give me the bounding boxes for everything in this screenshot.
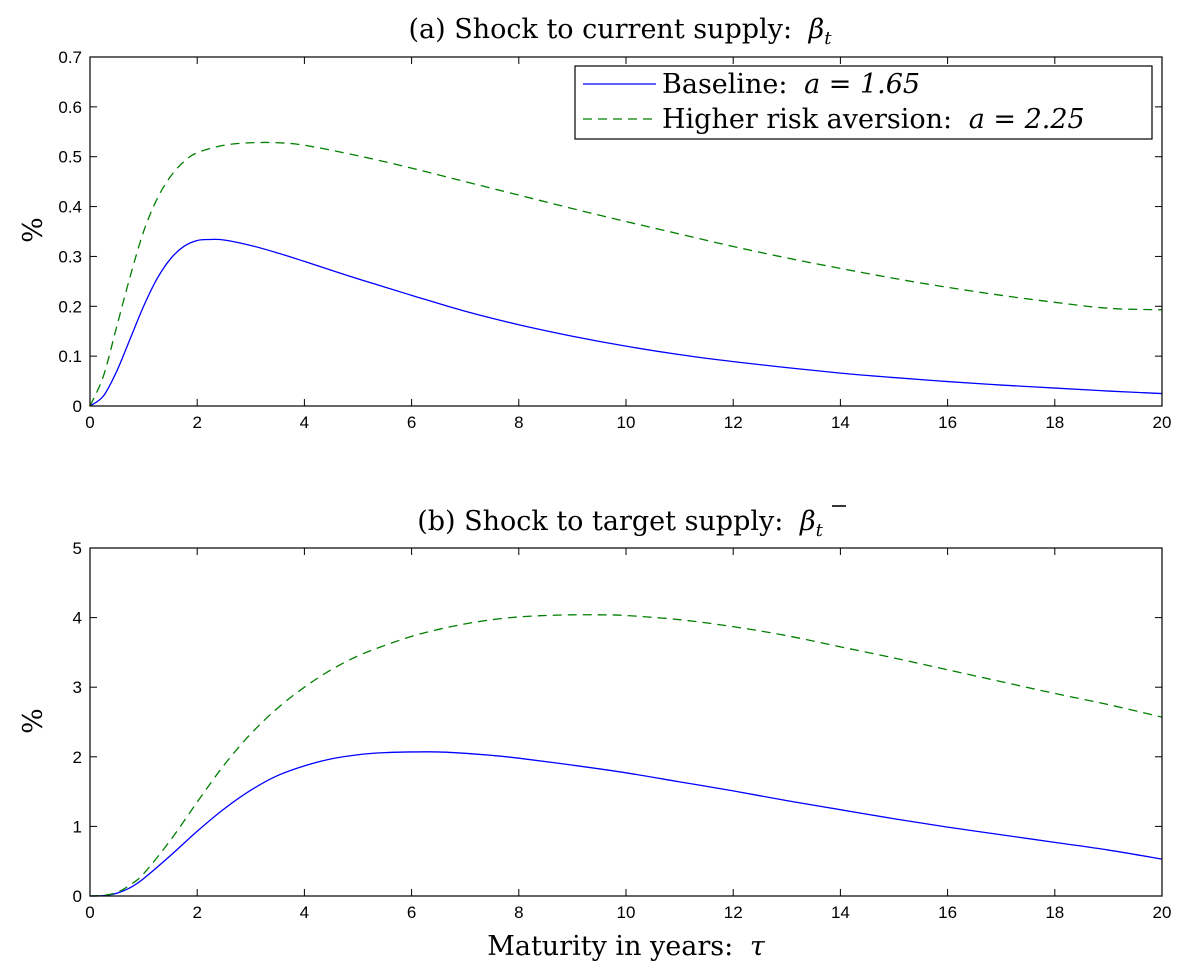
panel-a-ytick-label: 0.6: [58, 98, 82, 117]
panel-a-xtick-label: 6: [407, 413, 416, 432]
panel-b-ytick-label: 4: [73, 609, 82, 628]
panel-b-xlabel-symbol: τ: [750, 931, 766, 962]
legend-label-higher-risk-math: a = 2.25: [969, 104, 1085, 135]
legend-label-higher-risk: Higher risk aversion: a = 2.25: [662, 104, 1085, 135]
panel-a: (a) Shock to current supply: βt % 0 2 4 6 8 1…: [18, 14, 1171, 432]
panel-b-xtick-label: 14: [831, 903, 850, 922]
panel-a-ytick-label: 0.3: [58, 247, 82, 266]
panel-a-ytick-label: 0.1: [58, 347, 82, 366]
panel-b-title-sub: t: [816, 520, 824, 541]
panel-a-axes-box: [89, 56, 1163, 407]
panel-b-ytick-label: 2: [73, 748, 82, 767]
panel-a-ytick-label: 0.4: [58, 198, 82, 217]
panel-a-series-baseline-line: [89, 238, 1163, 407]
panel-b-xtick-label: 6: [407, 903, 416, 922]
panel-a-ylabel: %: [18, 217, 49, 243]
panel-b-xtick-label: 16: [938, 903, 957, 922]
panel-b-title: (b) Shock to target supply: βt: [417, 506, 823, 541]
panel-a-title-prefix: (a) Shock to current supply:: [408, 14, 792, 45]
panel-b-xtick-label: 18: [1045, 903, 1064, 922]
panel-a-title-sub: t: [824, 28, 832, 49]
legend: Baseline: a = 1.65 Higher risk aversion:…: [574, 65, 1153, 140]
panel-a-ytick-label: 0.5: [58, 148, 82, 167]
panel-b-ytick-label: 1: [73, 817, 82, 836]
panel-b-title-prefix: (b) Shock to target supply:: [417, 506, 783, 537]
panel-a-xtick-label: 10: [617, 413, 636, 432]
panel-a-xtick-label: 18: [1045, 413, 1064, 432]
panel-a-title: (a) Shock to current supply: βt: [408, 14, 832, 49]
legend-label-baseline: Baseline: a = 1.65: [662, 69, 920, 100]
panel-b-xtick-label: 4: [300, 903, 309, 922]
legend-label-higher-risk-text: Higher risk aversion:: [662, 104, 952, 135]
panel-b-xtick-label: 10: [617, 903, 636, 922]
panel-a-xtick-label: 16: [938, 413, 957, 432]
panel-a-xtick-label: 8: [514, 413, 523, 432]
panel-a-ytick-label: 0.2: [58, 297, 82, 316]
legend-box: [574, 65, 1153, 140]
panel-b-xtick-label: 2: [192, 903, 201, 922]
panel-b-xtick-label: 20: [1153, 903, 1172, 922]
panel-b-title-symbol: β: [799, 506, 816, 537]
panel-a-xtick-label: 0: [85, 413, 94, 432]
panel-b-ytick-label: 5: [73, 539, 82, 558]
panel-b-xlabel-prefix: Maturity in years:: [487, 931, 733, 962]
panel-b-series-baseline-line: [89, 751, 1163, 897]
legend-label-baseline-math: a = 1.65: [804, 69, 920, 100]
panel-b: (b) Shock to target supply: βt % 0 2 4 6 8 10…: [18, 505, 1172, 962]
panel-a-title-symbol: β: [808, 14, 825, 45]
panel-b-xlabel: Maturity in years: τ: [487, 931, 766, 962]
panel-b-ytick-label: 0: [73, 887, 82, 906]
panel-b-xtick-label: 0: [85, 903, 94, 922]
panel-a-ytick-label: 0.7: [58, 48, 82, 67]
legend-label-baseline-text: Baseline:: [662, 69, 788, 100]
panel-b-ylabel: %: [18, 708, 49, 734]
panel-a-plot-area: 0 2 4 6 8 10 12 14 16 18 20 0 0.1 0.2 0.3 0.4 0.5 0.6 0.7: [58, 48, 1171, 432]
panel-a-xtick-label: 12: [724, 413, 743, 432]
panel-a-xtick-label: 14: [831, 413, 850, 432]
panel-a-xtick-label: 2: [192, 413, 201, 432]
panel-a-xtick-label: 4: [300, 413, 309, 432]
panel-a-ytick-label: 0: [73, 397, 82, 416]
panel-a-series-higher-risk-line: [89, 141, 1163, 407]
panel-b-xtick-label: 8: [514, 903, 523, 922]
panel-b-axes-box: [89, 547, 1163, 897]
panel-b-ytick-label: 3: [73, 678, 82, 697]
panel-a-xtick-label: 20: [1153, 413, 1172, 432]
panel-b-series-higher-risk-line: [89, 614, 1163, 897]
panel-b-xtick-label: 12: [724, 903, 743, 922]
